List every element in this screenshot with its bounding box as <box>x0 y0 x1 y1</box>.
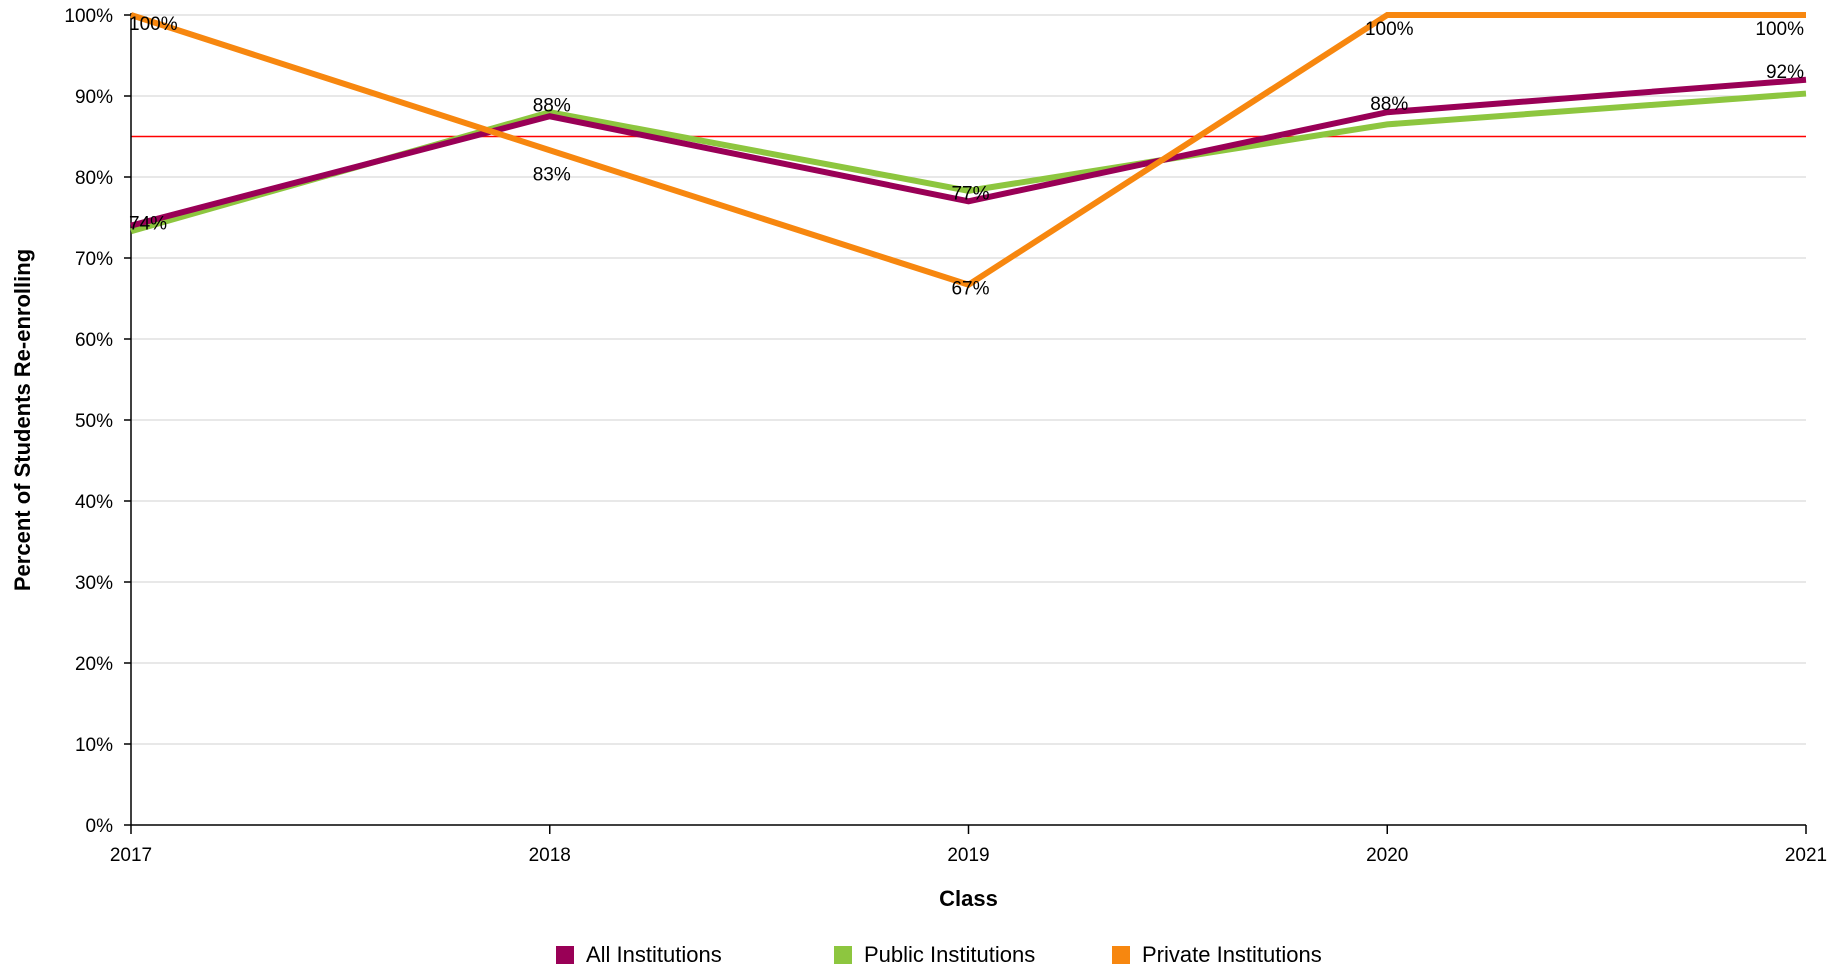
series-line-all-institutions <box>130 76 1807 229</box>
legend-swatch <box>834 946 852 964</box>
y-tick-label: 0% <box>86 816 114 837</box>
y-tick-label: 80% <box>75 168 113 189</box>
y-tick-label: 10% <box>75 735 113 756</box>
series-line-private-institutions <box>130 12 1806 289</box>
data-label: 100% <box>1755 19 1804 40</box>
legend-label: Public Institutions <box>864 942 1035 967</box>
y-tick-label: 40% <box>75 492 113 513</box>
legend-swatch <box>556 946 574 964</box>
legend: All Institutions Public Institutions Priva… <box>556 942 1322 967</box>
y-tick-label: 100% <box>64 6 113 27</box>
x-tick-label: 2019 <box>947 845 989 866</box>
legend-label: All Institutions <box>586 942 722 967</box>
x-tick-label: 2020 <box>1366 845 1408 866</box>
data-label: 83% <box>533 164 571 185</box>
y-axis-title: Percent of Students Re-enrolling <box>10 249 35 591</box>
x-tick-label: 2017 <box>110 845 152 866</box>
data-label: 92% <box>1766 62 1804 83</box>
data-label: 67% <box>951 279 989 300</box>
legend-label: Private Institutions <box>1142 942 1322 967</box>
y-tick-label: 70% <box>75 249 113 270</box>
data-label: 100% <box>129 14 178 35</box>
legend-swatch <box>1112 946 1130 964</box>
y-tick-label: 30% <box>75 573 113 594</box>
data-label: 88% <box>533 95 571 116</box>
series-lines <box>130 12 1807 289</box>
data-label: 100% <box>1365 19 1414 40</box>
y-tick-label: 20% <box>75 654 113 675</box>
axes: 0% 10% 20% 30% 40% 50% 60% 70% 80% 90% 100% 2017 201… <box>64 6 1827 866</box>
x-tick-label: 2021 <box>1785 845 1827 866</box>
data-label: 77% <box>951 183 989 204</box>
data-label: 74% <box>129 214 167 235</box>
y-tick-label: 60% <box>75 330 113 351</box>
y-tick-label: 50% <box>75 411 113 432</box>
x-axis-title: Class <box>939 886 998 911</box>
gridlines <box>131 14 1806 745</box>
data-labels: 74% 88% 77% 88% 92% 100% 83% 67% 100% 100% <box>129 14 1804 300</box>
data-label: 88% <box>1370 94 1408 115</box>
x-tick-label: 2018 <box>529 845 571 866</box>
y-tick-label: 90% <box>75 87 113 108</box>
